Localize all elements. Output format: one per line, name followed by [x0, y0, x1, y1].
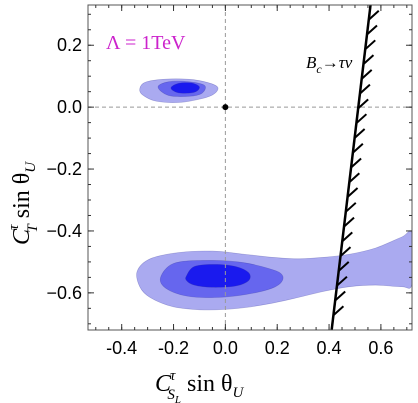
y-tick-label: 0.2	[57, 35, 82, 55]
hatch-mark	[361, 69, 373, 80]
hatch-mark	[352, 142, 364, 154]
hatch-mark	[332, 305, 345, 316]
x-tick-label: -0.4	[106, 338, 137, 358]
x-axis-title: Cτ SL sin θU	[155, 368, 245, 403]
axis-ticks: -0.4 -0.2 0.0 0.2 0.4 0.6 0.2 0.0 −0.2 −0.4 −0.6	[46, 5, 412, 358]
hatch-mark	[368, 10, 380, 21]
x-tick-label: 0.4	[317, 338, 342, 358]
y-axis-title: Cτ T sin θU	[6, 161, 41, 245]
y-title-sup: τ	[6, 224, 22, 230]
hatch-mark	[336, 275, 348, 287]
sm-point	[222, 104, 229, 111]
y-title-rest: sin θ	[9, 173, 35, 225]
x-title-rest-sub: U	[233, 385, 245, 401]
x-title-main: C	[155, 371, 172, 397]
y-tick-label: −0.4	[46, 221, 82, 241]
y-tick-label: −0.6	[46, 283, 82, 303]
constraint-label-bsub: c	[316, 62, 322, 76]
x-title-sub: S	[167, 387, 175, 403]
hatch-mark	[343, 216, 355, 228]
constraint-label-rest: τν	[339, 53, 353, 72]
x-tick-label: 0.2	[265, 338, 290, 358]
hatch-mark	[338, 261, 350, 272]
svg-text:Bc→τν: Bc→τν	[306, 53, 353, 76]
x-title-sup: τ	[170, 368, 176, 384]
plot-frame	[87, 4, 413, 331]
lambda-annotation: Λ = 1TeV	[106, 32, 186, 54]
y-title-rest-sub: U	[23, 161, 39, 173]
hatch-mark	[346, 187, 359, 198]
x-tick-label: 0.0	[213, 338, 238, 358]
y-title-sub: T	[25, 223, 41, 233]
y-title-main: C	[9, 228, 35, 245]
hatch-mark	[341, 231, 353, 243]
constraint-label-arrow: →	[322, 53, 339, 72]
hatch-mark	[355, 113, 368, 124]
upper-region-inner	[170, 82, 200, 94]
hatch-mark	[353, 128, 366, 139]
hatch-mark	[348, 172, 360, 184]
hatch-mark	[350, 157, 362, 169]
hatch-mark	[357, 98, 369, 110]
lower-region-inner	[185, 264, 251, 288]
hatch-mark	[339, 246, 352, 257]
hatch-mark	[334, 290, 346, 302]
x-tick-label: 0.6	[368, 338, 393, 358]
x-title-subsub: L	[174, 394, 181, 403]
constraint-label: Bc→τν	[306, 53, 353, 76]
x-tick-label: -0.2	[158, 338, 189, 358]
svg-text:CτT sin θU: Cτ T sin θU	[6, 161, 41, 245]
constraint-label-b: B	[306, 53, 317, 72]
x-title-rest: sin θ	[181, 371, 233, 397]
y-tick-label: −0.2	[46, 159, 82, 179]
hatch-mark	[362, 54, 375, 65]
hatch-mark	[345, 202, 357, 213]
constraint-line-group	[330, 5, 380, 330]
hatch-mark	[364, 39, 376, 51]
y-tick-label: 0.0	[57, 97, 82, 117]
hatch-mark	[366, 24, 378, 36]
confidence-regions	[136, 78, 412, 311]
hatch-mark	[359, 83, 371, 95]
